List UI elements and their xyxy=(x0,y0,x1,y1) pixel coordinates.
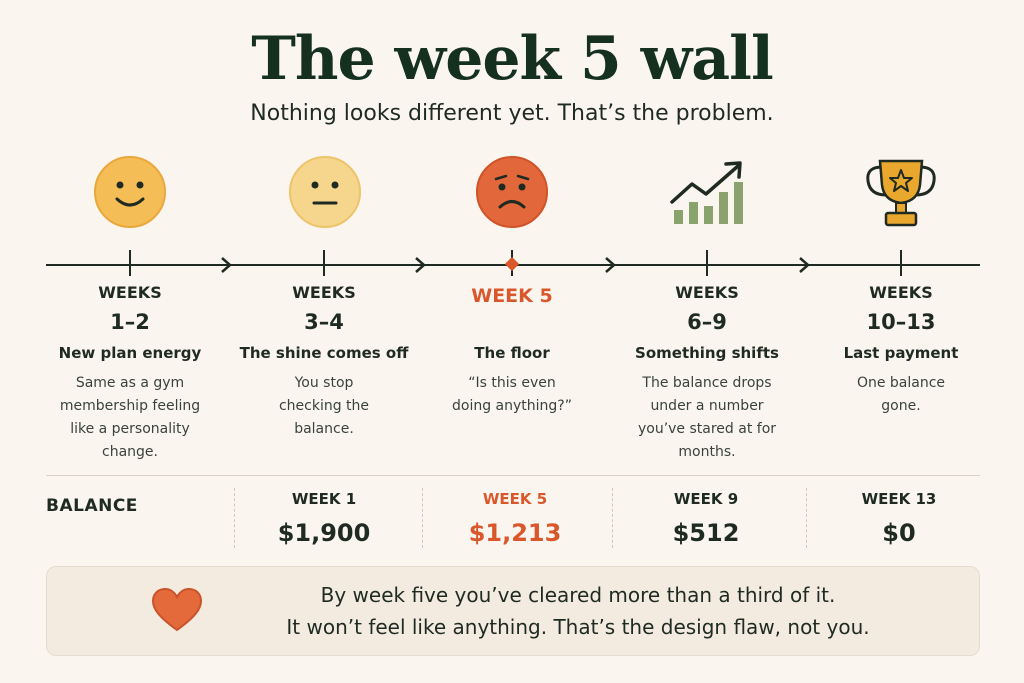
week-5-marker xyxy=(504,256,520,272)
neutral-face-icon xyxy=(289,156,361,228)
stage-label: WEEKS xyxy=(292,283,356,302)
stage-description: The balance drops under a number you’ve … xyxy=(637,375,777,460)
balance-week: WEEK 5 xyxy=(482,490,548,508)
stage-weeks-6-9: WEEKS 6–9 Something shifts The balance d… xyxy=(607,282,807,460)
balance-week-5: WEEK 5 $1,213 xyxy=(440,488,590,550)
trend-up-icon xyxy=(670,161,743,224)
stage-heading: Something shifts xyxy=(635,344,779,362)
balance-week-13: WEEK 13 $0 xyxy=(824,488,974,550)
stage-heading: Last payment xyxy=(843,344,959,362)
balance-amount: $0 xyxy=(882,519,916,547)
callout-message: By week five you’ve cleared more than a … xyxy=(217,579,939,643)
stage-weeks-3-4: WEEKS 3–4 The shine comes off You stop c… xyxy=(224,282,424,437)
stage-description: Same as a gym membership feeling like a … xyxy=(59,375,201,460)
timeline-tick xyxy=(706,250,708,276)
chevron-right-icon xyxy=(221,257,232,273)
stage-label: WEEKS xyxy=(869,283,933,302)
stage-range: 6–9 xyxy=(687,310,727,334)
stage-heading: The shine comes off xyxy=(239,344,409,362)
stage-description: “Is this even doing anything?” xyxy=(452,375,572,414)
heart-icon xyxy=(151,587,203,632)
balance-week-9: WEEK 9 $512 xyxy=(631,488,781,550)
balance-amount: $1,213 xyxy=(468,519,562,547)
stage-description: You stop checking the balance. xyxy=(278,375,370,437)
stage-label: WEEKS xyxy=(675,283,739,302)
stage-week-5: WEEK 5 The floor “Is this even doing any… xyxy=(412,282,612,414)
trophy-icon xyxy=(866,159,936,227)
callout-line-2: It won’t feel like anything. That’s the … xyxy=(286,615,870,639)
stage-range: 10–13 xyxy=(866,310,936,334)
balance-week-1: WEEK 1 $1,900 xyxy=(249,488,399,550)
sad-face-icon xyxy=(476,156,548,228)
stage-label: WEEKS xyxy=(98,283,162,302)
stage-label: WEEK 5 xyxy=(471,285,553,307)
balance-amount: $1,900 xyxy=(277,519,371,547)
chevron-right-icon xyxy=(799,257,810,273)
balance-week: WEEK 9 xyxy=(673,490,739,508)
balance-label: BALANCE xyxy=(46,496,138,516)
column-separator xyxy=(612,488,613,548)
happy-face-icon xyxy=(94,156,166,228)
chevron-right-icon xyxy=(415,257,426,273)
stage-heading: New plan energy xyxy=(58,344,202,362)
page-subtitle: Nothing looks different yet. That’s the … xyxy=(250,101,774,126)
balance-week: WEEK 1 xyxy=(291,490,357,508)
callout-box: By week five you’ve cleared more than a … xyxy=(46,566,980,656)
column-separator xyxy=(234,488,235,548)
stage-description: One balance gone. xyxy=(856,375,946,414)
column-separator xyxy=(806,488,807,548)
stage-weeks-10-13: WEEKS 10–13 Last payment One balance gon… xyxy=(801,282,1001,414)
timeline-tick xyxy=(900,250,902,276)
stage-heading: The floor xyxy=(474,344,550,362)
chevron-right-icon xyxy=(605,257,616,273)
section-divider xyxy=(46,475,980,476)
page-title: The week 5 wall xyxy=(251,24,774,94)
timeline-tick xyxy=(129,250,131,276)
timeline-tick xyxy=(323,250,325,276)
stage-range: 3–4 xyxy=(304,310,344,334)
callout-line-1: By week five you’ve cleared more than a … xyxy=(320,583,836,607)
stage-weeks-1-2: WEEKS 1–2 New plan energy Same as a gym … xyxy=(30,282,230,460)
balance-week: WEEK 13 xyxy=(861,490,937,508)
column-separator xyxy=(422,488,423,548)
stage-range: 1–2 xyxy=(110,310,150,334)
balance-amount: $512 xyxy=(672,519,740,547)
